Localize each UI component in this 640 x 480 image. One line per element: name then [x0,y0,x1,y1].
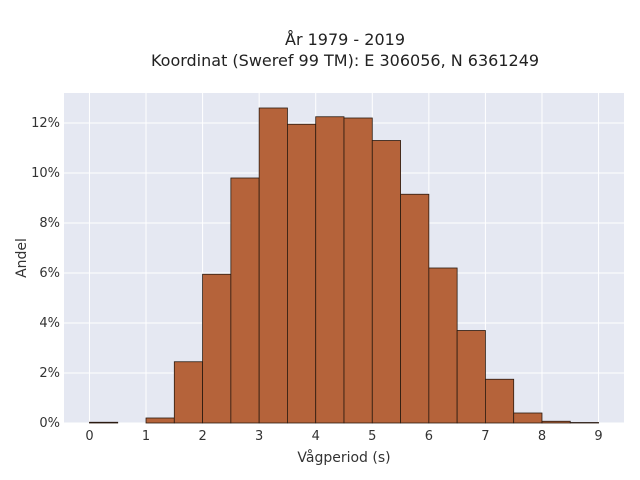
x-tick-label: 7 [481,429,489,444]
x-tick-label: 4 [312,429,320,444]
x-tick-label: 1 [142,429,150,444]
histogram-bar [569,422,599,424]
histogram-bar [485,378,515,424]
y-tick-label: 6% [39,266,60,281]
histogram-bar [343,117,373,424]
x-tick-label: 0 [85,429,93,444]
histogram-bar [371,140,401,424]
y-tick-label: 2% [39,366,60,381]
histogram-bar [173,361,203,424]
histogram-bar [89,421,119,424]
bars-group [89,107,599,424]
histogram-bar [202,273,232,424]
y-tick-label: 12% [31,116,60,131]
y-axis-title: Andel [14,238,30,278]
y-tick-label: 10% [31,166,60,181]
x-tick-label: 2 [198,429,206,444]
x-tick-label: 3 [255,429,263,444]
histogram-bar [145,417,175,424]
x-tick-label: 6 [425,429,433,444]
histogram-bar [400,193,430,424]
chart-title-line-2: Koordinat (Sweref 99 TM): E 306056, N 63… [151,51,539,70]
histogram-bar [230,177,260,424]
histogram-bar [428,267,458,424]
histogram-bar [315,116,345,424]
y-tick-label: 0% [39,416,60,431]
chart-title-line-1: År 1979 - 2019 [285,30,405,49]
x-axis-title: Vågperiod (s) [297,449,390,466]
x-axis-ticks: 0 1 2 3 4 5 6 7 8 9 [85,429,602,444]
x-tick-label: 5 [368,429,376,444]
histogram-bar [456,330,486,424]
y-axis-ticks: 0% 2% 4% 6% 8% 10% 12% [31,116,60,431]
histogram-bar [258,107,288,424]
y-tick-label: 8% [39,216,60,231]
histogram-bar [541,420,571,424]
x-tick-label: 9 [594,429,602,444]
histogram-bar [513,412,543,424]
x-tick-label: 8 [538,429,546,444]
histogram-bar [287,123,317,424]
y-tick-label: 4% [39,316,60,331]
